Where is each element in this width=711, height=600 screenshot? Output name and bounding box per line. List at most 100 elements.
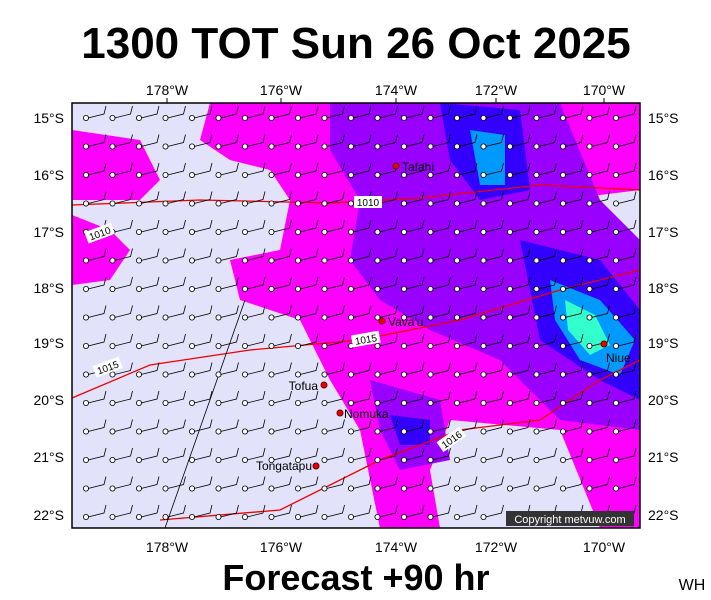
- barb: [458, 191, 478, 204]
- barb-station: [506, 228, 513, 235]
- barb-station: [162, 314, 169, 321]
- barb: [87, 248, 107, 261]
- barb-station: [321, 371, 328, 378]
- barb: [564, 419, 584, 432]
- barb-station: [188, 257, 195, 264]
- barb: [432, 276, 451, 290]
- barb: [591, 390, 610, 404]
- barb-station: [374, 456, 381, 463]
- title: 1300 TOT Sun 26 Oct 2025: [81, 19, 630, 68]
- barb-station: [268, 371, 275, 378]
- barb-station: [453, 371, 460, 378]
- barb: [140, 105, 160, 119]
- barb-station: [162, 171, 169, 178]
- barb: [564, 219, 584, 233]
- barb-station: [83, 456, 90, 463]
- barb-station: [453, 285, 460, 292]
- barb: [167, 504, 186, 518]
- barb: [432, 248, 451, 261]
- barb-station: [294, 428, 301, 435]
- barb-station: [135, 514, 142, 521]
- isobar-label-text: 1015: [354, 333, 378, 348]
- barb: [167, 248, 186, 261]
- barb-station: [135, 485, 142, 492]
- barb: [326, 162, 345, 176]
- barb-station: [427, 342, 434, 349]
- barb: [485, 248, 504, 261]
- barb-station: [294, 371, 301, 378]
- barb: [326, 191, 345, 204]
- barb: [458, 476, 478, 489]
- barb: [273, 419, 292, 432]
- barb-station: [560, 171, 567, 178]
- barb-station: [427, 257, 434, 264]
- barb: [140, 419, 160, 432]
- barb: [87, 305, 107, 318]
- barb: [140, 191, 160, 204]
- barb: [246, 504, 266, 518]
- lat-label: 19°S: [33, 335, 64, 351]
- barb-station: [347, 399, 354, 406]
- barb: [220, 162, 239, 176]
- barb: [485, 419, 504, 432]
- barb: [220, 476, 239, 489]
- barb: [167, 305, 186, 318]
- barb-station: [109, 143, 116, 150]
- barb: [326, 305, 345, 318]
- barb: [564, 105, 584, 119]
- barb: [485, 162, 504, 176]
- barb: [193, 476, 213, 489]
- barb: [326, 248, 345, 261]
- barb-station: [268, 228, 275, 235]
- barb: [352, 134, 372, 147]
- barb: [326, 105, 345, 119]
- barb-station: [613, 228, 620, 235]
- barb-station: [135, 143, 142, 150]
- barb-station: [83, 314, 90, 321]
- lat-label: 22°S: [33, 507, 64, 523]
- wind-barbs: [83, 105, 637, 521]
- barb: [538, 390, 557, 404]
- barb-station: [613, 171, 620, 178]
- barb: [538, 419, 557, 432]
- barb-station: [347, 228, 354, 235]
- barb: [458, 248, 478, 261]
- barb-station: [427, 456, 434, 463]
- barb: [405, 390, 425, 404]
- barb: [246, 219, 266, 233]
- barb-station: [215, 200, 222, 207]
- barb: [352, 305, 372, 318]
- barb: [485, 191, 504, 204]
- barb-station: [560, 456, 567, 463]
- barb: [564, 134, 584, 147]
- barb-station: [294, 342, 301, 349]
- barb-station: [533, 485, 540, 492]
- barb-station: [506, 485, 513, 492]
- barb-station: [83, 399, 90, 406]
- barb-station: [453, 171, 460, 178]
- barb-station: [480, 285, 487, 292]
- isobar-label-box: [354, 196, 382, 208]
- barb: [87, 333, 107, 347]
- barb: [299, 476, 319, 489]
- barb: [591, 219, 610, 233]
- place-dot: [392, 162, 400, 170]
- barb: [405, 447, 425, 461]
- barb: [511, 191, 531, 204]
- barb-station: [347, 200, 354, 207]
- barb: [246, 191, 266, 204]
- barb: [591, 447, 610, 461]
- lon-label: 172°W: [475, 539, 518, 555]
- barb: [458, 105, 478, 119]
- barb: [140, 476, 160, 489]
- barb-station: [83, 342, 90, 349]
- barb-station: [162, 200, 169, 207]
- barb-station: [215, 228, 222, 235]
- barb-station: [560, 285, 567, 292]
- barb-station: [321, 428, 328, 435]
- barb-station: [188, 399, 195, 406]
- barb: [432, 390, 451, 404]
- barb-station: [374, 143, 381, 150]
- barb-station: [374, 485, 381, 492]
- barb: [220, 419, 239, 432]
